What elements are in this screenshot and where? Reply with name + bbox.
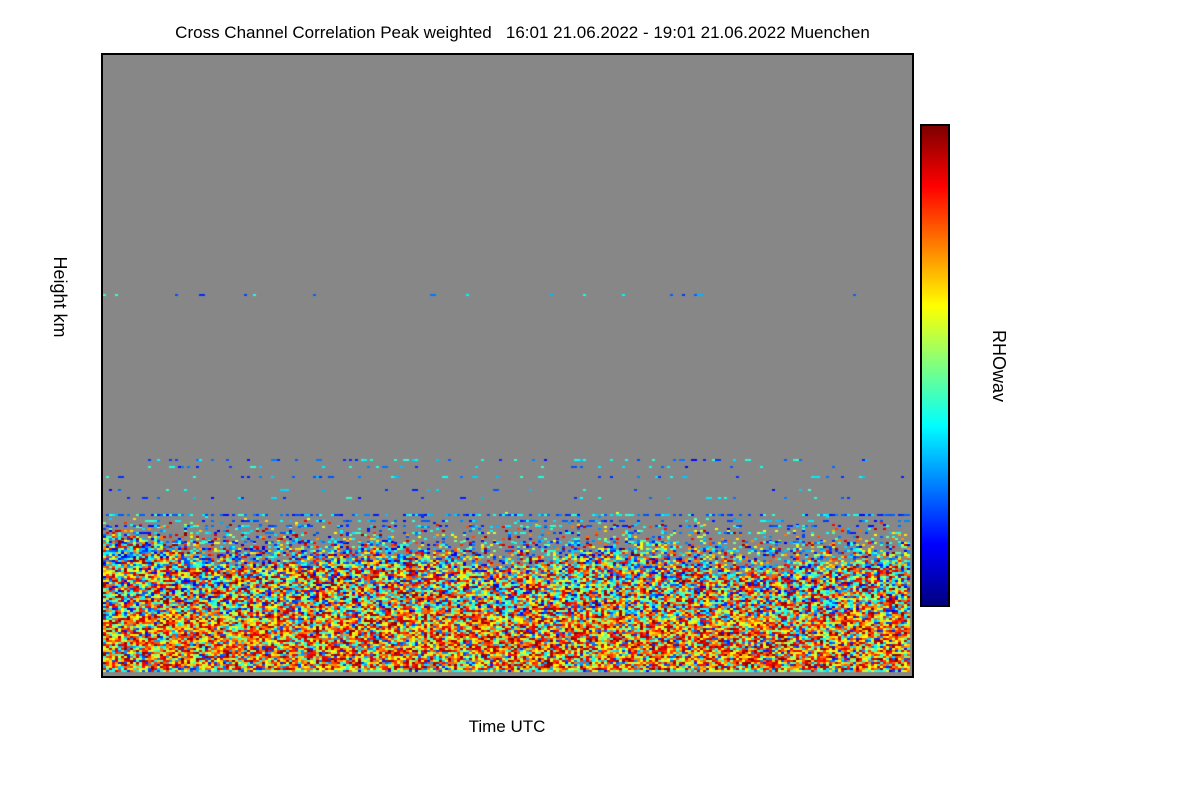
plot-title: Cross Channel Correlation Peak weighted … <box>175 23 870 42</box>
y-axis-title: Height km <box>50 256 70 338</box>
heatmap-canvas <box>103 55 912 676</box>
plot-frame <box>101 53 914 678</box>
x-axis-title: Time UTC <box>468 717 546 736</box>
colorbar-canvas <box>922 126 948 605</box>
colorbar-title: RHOwav <box>989 329 1009 402</box>
colorbar-frame <box>920 124 950 607</box>
